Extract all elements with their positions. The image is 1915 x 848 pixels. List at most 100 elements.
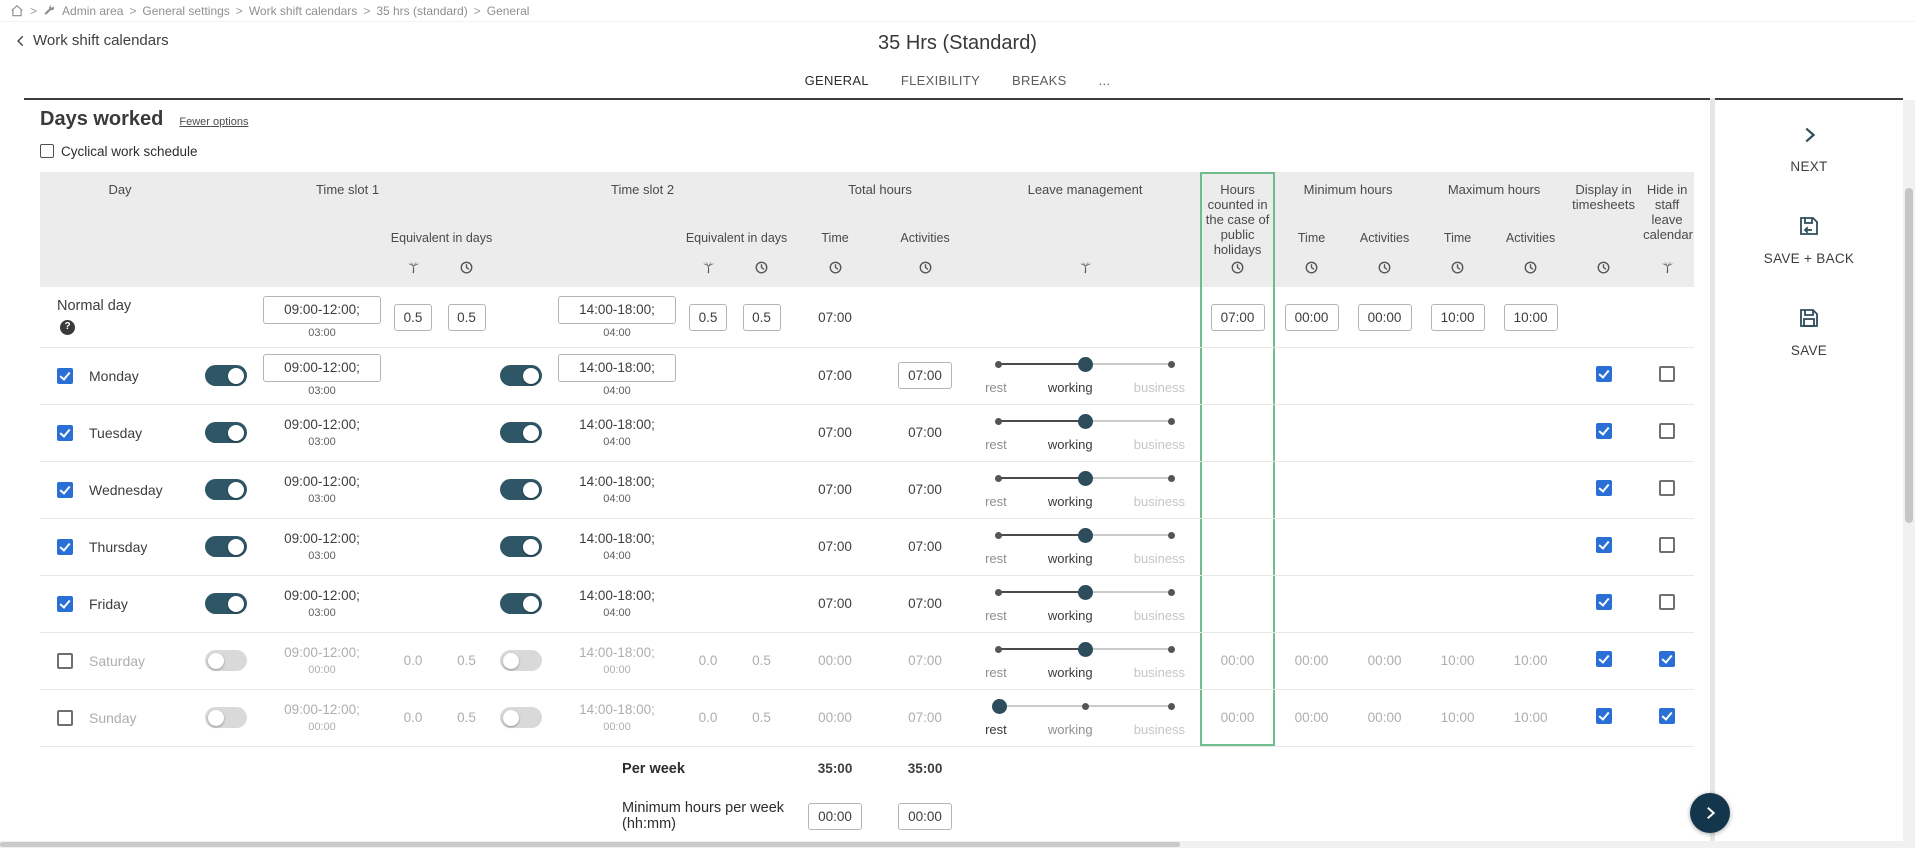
breadcrumb-item[interactable]: Work shift calendars bbox=[249, 4, 358, 18]
day-enabled-checkbox[interactable] bbox=[57, 710, 73, 726]
slot2-value[interactable]: 14:00-18:00; bbox=[579, 588, 655, 604]
tab-flexibility[interactable]: FLEXIBILITY bbox=[901, 73, 980, 88]
tab-breaks[interactable]: BREAKS bbox=[1012, 73, 1067, 88]
slider-thumb[interactable] bbox=[992, 699, 1007, 714]
clock-icon bbox=[1596, 260, 1611, 275]
slot1-value[interactable]: 09:00-12:00; bbox=[284, 474, 360, 490]
slot1-toggle[interactable] bbox=[205, 650, 247, 671]
normal-slot2-input[interactable]: 14:00-18:00; bbox=[558, 296, 676, 324]
slot2-value[interactable]: 14:00-18:00; bbox=[579, 417, 655, 433]
day-enabled-checkbox[interactable] bbox=[57, 653, 73, 669]
normal-min-time-input[interactable]: 00:00 bbox=[1285, 304, 1339, 331]
total-activities[interactable]: 07:00 bbox=[908, 425, 942, 440]
slot2-toggle[interactable] bbox=[500, 536, 542, 557]
cyclical-work-schedule-checkbox[interactable] bbox=[40, 144, 54, 158]
slider-thumb[interactable] bbox=[1078, 585, 1093, 600]
hide-staff-leave-checkbox[interactable] bbox=[1659, 708, 1675, 724]
scroll-right-button[interactable] bbox=[1690, 793, 1730, 833]
vertical-scrollbar-thumb[interactable] bbox=[1905, 188, 1913, 523]
home-icon[interactable] bbox=[10, 4, 24, 18]
slot1-toggle[interactable] bbox=[205, 479, 247, 500]
slot1-value[interactable]: 09:00-12:00; bbox=[284, 588, 360, 604]
next-button[interactable]: NEXT bbox=[1790, 124, 1827, 174]
normal-slot1-eq1-input[interactable]: 0.5 bbox=[394, 304, 432, 331]
hide-staff-leave-checkbox[interactable] bbox=[1659, 423, 1675, 439]
leave-slider[interactable] bbox=[992, 642, 1178, 657]
breadcrumb-item[interactable]: 35 hrs (standard) bbox=[376, 4, 467, 18]
leave-slider[interactable] bbox=[992, 414, 1178, 429]
slot1-value[interactable]: 09:00-12:00; bbox=[263, 354, 381, 382]
leave-slider[interactable] bbox=[992, 699, 1178, 714]
normal-min-activities-input[interactable]: 00:00 bbox=[1358, 304, 1412, 331]
slot1-toggle[interactable] bbox=[205, 422, 247, 443]
normal-holiday-hours-input[interactable]: 07:00 bbox=[1211, 304, 1265, 331]
day-enabled-checkbox[interactable] bbox=[57, 368, 73, 384]
leave-slider[interactable] bbox=[992, 528, 1178, 543]
slot2-toggle[interactable] bbox=[500, 707, 542, 728]
leave-slider[interactable] bbox=[992, 471, 1178, 486]
total-activities[interactable]: 07:00 bbox=[908, 596, 942, 611]
display-timesheets-checkbox[interactable] bbox=[1596, 423, 1612, 439]
slot2-value[interactable]: 14:00-18:00; bbox=[558, 354, 676, 382]
total-activities[interactable]: 07:00 bbox=[908, 482, 942, 497]
leave-slider[interactable] bbox=[992, 357, 1178, 372]
total-activities[interactable]: 07:00 bbox=[908, 539, 942, 554]
day-enabled-checkbox[interactable] bbox=[57, 425, 73, 441]
slot1-toggle[interactable] bbox=[205, 365, 247, 386]
min-week-activities-input[interactable]: 00:00 bbox=[898, 803, 952, 830]
slider-thumb[interactable] bbox=[1078, 357, 1093, 372]
normal-slot2-eq2-input[interactable]: 0.5 bbox=[743, 304, 781, 331]
tab-general[interactable]: GENERAL bbox=[805, 73, 869, 88]
slider-thumb[interactable] bbox=[1078, 642, 1093, 657]
display-timesheets-checkbox[interactable] bbox=[1596, 594, 1612, 610]
slot2-toggle[interactable] bbox=[500, 365, 542, 386]
leave-slider[interactable] bbox=[992, 585, 1178, 600]
slot1-toggle[interactable] bbox=[205, 593, 247, 614]
min-activities: 00:00 bbox=[1368, 710, 1402, 725]
hide-staff-leave-checkbox[interactable] bbox=[1659, 480, 1675, 496]
back-link[interactable]: Work shift calendars bbox=[14, 32, 169, 49]
slot1-toggle[interactable] bbox=[205, 707, 247, 728]
hide-staff-leave-checkbox[interactable] bbox=[1659, 537, 1675, 553]
display-timesheets-checkbox[interactable] bbox=[1596, 651, 1612, 667]
save-back-button[interactable]: SAVE + BACK bbox=[1764, 214, 1854, 266]
total-activities-input[interactable]: 07:00 bbox=[898, 362, 952, 389]
normal-max-activities-input[interactable]: 10:00 bbox=[1504, 304, 1558, 331]
normal-slot1-eq2-input[interactable]: 0.5 bbox=[448, 304, 486, 331]
min-week-time-input[interactable]: 00:00 bbox=[808, 803, 862, 830]
tab-more[interactable]: ... bbox=[1099, 73, 1111, 88]
normal-max-time-input[interactable]: 10:00 bbox=[1431, 304, 1485, 331]
display-timesheets-checkbox[interactable] bbox=[1596, 366, 1612, 382]
day-enabled-checkbox[interactable] bbox=[57, 482, 73, 498]
horizontal-scrollbar-thumb[interactable] bbox=[0, 842, 1180, 847]
help-icon[interactable]: ? bbox=[60, 320, 75, 335]
normal-slot1-input[interactable]: 09:00-12:00; bbox=[263, 296, 381, 324]
slider-thumb[interactable] bbox=[1078, 528, 1093, 543]
slot2-duration: 00:00 bbox=[603, 664, 631, 676]
hide-staff-leave-checkbox[interactable] bbox=[1659, 651, 1675, 667]
breadcrumb-item[interactable]: General bbox=[487, 4, 530, 18]
slot1-toggle[interactable] bbox=[205, 536, 247, 557]
display-timesheets-checkbox[interactable] bbox=[1596, 480, 1612, 496]
hide-staff-leave-checkbox[interactable] bbox=[1659, 594, 1675, 610]
slot1-value[interactable]: 09:00-12:00; bbox=[284, 417, 360, 433]
hide-staff-leave-checkbox[interactable] bbox=[1659, 366, 1675, 382]
slot1-value[interactable]: 09:00-12:00; bbox=[284, 531, 360, 547]
slot2-toggle[interactable] bbox=[500, 593, 542, 614]
day-enabled-checkbox[interactable] bbox=[57, 539, 73, 555]
display-timesheets-checkbox[interactable] bbox=[1596, 537, 1612, 553]
breadcrumb-item[interactable]: General settings bbox=[142, 4, 229, 18]
fewer-options-link[interactable]: Fewer options bbox=[179, 116, 248, 128]
slot2-value[interactable]: 14:00-18:00; bbox=[579, 531, 655, 547]
save-button[interactable]: SAVE bbox=[1791, 306, 1827, 358]
slot2-value[interactable]: 14:00-18:00; bbox=[579, 474, 655, 490]
slot2-toggle[interactable] bbox=[500, 422, 542, 443]
display-timesheets-checkbox[interactable] bbox=[1596, 708, 1612, 724]
slot2-toggle[interactable] bbox=[500, 650, 542, 671]
normal-slot2-eq1-input[interactable]: 0.5 bbox=[689, 304, 727, 331]
slider-thumb[interactable] bbox=[1078, 414, 1093, 429]
slot2-toggle[interactable] bbox=[500, 479, 542, 500]
breadcrumb-item[interactable]: Admin area bbox=[62, 4, 123, 18]
day-enabled-checkbox[interactable] bbox=[57, 596, 73, 612]
slider-thumb[interactable] bbox=[1078, 471, 1093, 486]
